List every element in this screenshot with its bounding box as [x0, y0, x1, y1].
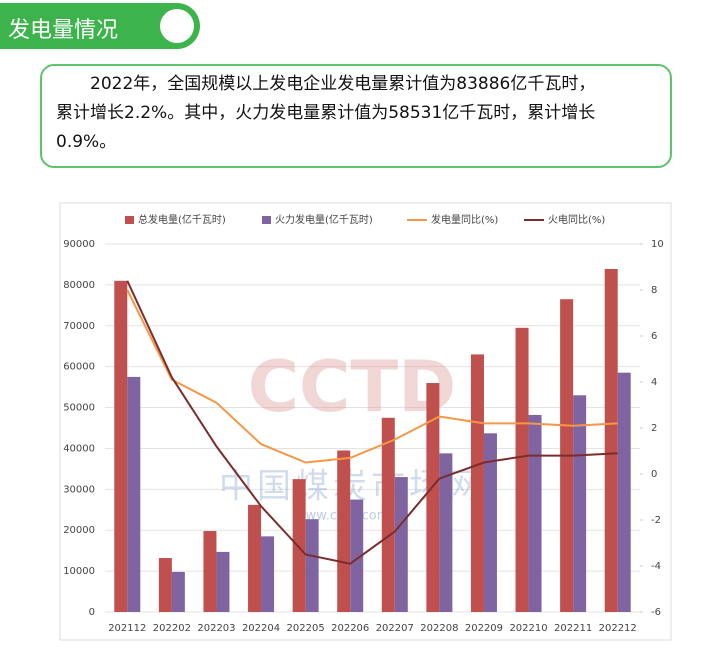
- y-tick-label: 60000: [63, 362, 95, 373]
- header-dot: [160, 9, 194, 43]
- bar: [114, 280, 128, 612]
- y2-tick-label: -6: [651, 607, 661, 618]
- x-tick-label: 202212: [599, 623, 637, 634]
- summary-line: 2022年，全国规模以上发电企业发电量累计值为83886亿千瓦时，: [90, 74, 596, 94]
- bar: [171, 571, 185, 612]
- line: [126, 289, 618, 464]
- y2-tick-label: 2: [651, 423, 657, 434]
- y2-tick-label: 10: [651, 239, 664, 250]
- bar: [127, 376, 141, 612]
- y-tick-label: 10000: [63, 566, 95, 577]
- y-tick-label: 40000: [63, 443, 95, 454]
- bar: [216, 551, 230, 612]
- bar: [470, 354, 484, 612]
- bar: [573, 395, 587, 612]
- bar: [394, 477, 408, 612]
- summary-line: 累计增长2.2%。其中，火力发电量累计值为58531亿千瓦时，累计增长: [56, 103, 596, 123]
- x-tick-label: 202205: [287, 623, 325, 634]
- bar: [261, 536, 275, 612]
- x-tick-label: 202211: [554, 623, 592, 634]
- section-header: 发电量情况: [0, 3, 200, 49]
- legend-swatch: [262, 216, 271, 224]
- y2-tick-label: 4: [651, 377, 657, 388]
- x-tick-label: 202209: [465, 623, 503, 634]
- summary-line: 0.9%。: [56, 132, 117, 152]
- bar: [203, 531, 217, 612]
- bar: [158, 558, 172, 612]
- x-tick-label: 202210: [509, 623, 547, 634]
- bar: [515, 327, 529, 612]
- y-tick-label: 80000: [63, 280, 95, 291]
- bar: [604, 268, 618, 612]
- x-tick-label: 202204: [242, 623, 280, 634]
- bar: [248, 504, 262, 612]
- x-tick-label: 202202: [153, 623, 191, 634]
- y-tick-label: 70000: [63, 321, 95, 332]
- y2-tick-label: -2: [651, 515, 661, 526]
- summary-box: 2022年，全国规模以上发电企业发电量累计值为83886亿千瓦时， 累计增长2.…: [40, 64, 672, 168]
- header-title: 发电量情况: [8, 18, 119, 43]
- bar: [350, 499, 364, 612]
- bar: [426, 383, 440, 612]
- line: [126, 280, 618, 565]
- watermark-logo: CCTD: [248, 346, 457, 428]
- legend-label: 总发电量(亿千瓦时): [138, 213, 226, 226]
- bar: [617, 372, 631, 612]
- x-tick-label: 202208: [420, 623, 458, 634]
- x-tick-label: 202207: [376, 623, 414, 634]
- bar: [337, 450, 351, 612]
- y2-tick-label: -4: [651, 561, 661, 572]
- bar: [381, 417, 395, 612]
- bar: [483, 433, 497, 612]
- bar: [528, 414, 542, 612]
- bar: [305, 519, 319, 612]
- bar: [292, 479, 306, 612]
- y2-tick-label: 0: [651, 469, 657, 480]
- y-tick-label: 90000: [63, 239, 95, 250]
- x-tick-label: 202112: [108, 623, 146, 634]
- y2-tick-label: 6: [651, 331, 657, 342]
- y-tick-label: 20000: [63, 525, 95, 536]
- y-tick-label: 0: [89, 607, 95, 618]
- legend-label: 发电量同比(%): [431, 213, 498, 226]
- legend-label: 火力发电量(亿千瓦时): [275, 213, 373, 226]
- legend-swatch: [125, 216, 134, 224]
- y-tick-label: 50000: [63, 403, 95, 414]
- y-tick-label: 30000: [63, 484, 95, 495]
- legend-label: 火电同比(%): [548, 213, 605, 226]
- bar: [439, 453, 453, 612]
- x-tick-label: 202206: [331, 623, 369, 634]
- y2-tick-label: 8: [651, 285, 657, 296]
- x-tick-label: 202203: [197, 623, 235, 634]
